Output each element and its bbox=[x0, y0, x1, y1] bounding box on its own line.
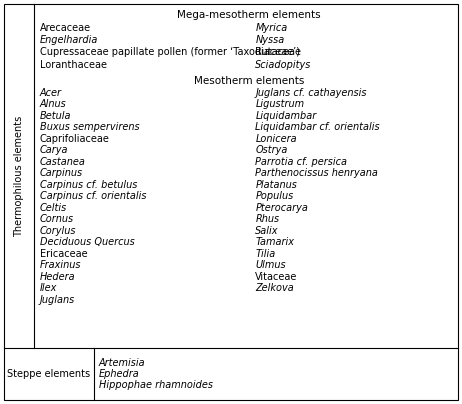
Text: Liquidambar: Liquidambar bbox=[255, 111, 316, 121]
Text: Ephedra: Ephedra bbox=[99, 369, 140, 379]
Text: Fraxinus: Fraxinus bbox=[40, 260, 81, 270]
Text: Carpinus: Carpinus bbox=[40, 168, 83, 178]
Text: Hedera: Hedera bbox=[40, 272, 76, 282]
Text: Carya: Carya bbox=[40, 145, 68, 155]
Text: Alnus: Alnus bbox=[40, 99, 67, 109]
Text: Parthenocissus henryana: Parthenocissus henryana bbox=[255, 168, 378, 178]
Text: Artemisia: Artemisia bbox=[99, 358, 146, 368]
Text: Buxus sempervirens: Buxus sempervirens bbox=[40, 122, 140, 132]
Text: Deciduous Quercus: Deciduous Quercus bbox=[40, 237, 135, 247]
Text: Loranthaceae: Loranthaceae bbox=[40, 60, 107, 69]
Text: Ligustrum: Ligustrum bbox=[255, 99, 304, 109]
Text: Corylus: Corylus bbox=[40, 226, 77, 236]
Text: Juglans cf. cathayensis: Juglans cf. cathayensis bbox=[255, 88, 367, 98]
Text: Cupressaceae papillate pollen (former ‘Taxodiaceae’): Cupressaceae papillate pollen (former ‘T… bbox=[40, 47, 300, 57]
Text: Parrotia cf. persica: Parrotia cf. persica bbox=[255, 157, 347, 167]
Text: Ilex: Ilex bbox=[40, 283, 57, 293]
Text: Rutaceae: Rutaceae bbox=[255, 47, 301, 57]
Text: Platanus: Platanus bbox=[255, 180, 297, 190]
Text: Carpinus cf. betulus: Carpinus cf. betulus bbox=[40, 180, 137, 190]
Text: Nyssa: Nyssa bbox=[255, 35, 285, 45]
Text: Zelkova: Zelkova bbox=[255, 283, 294, 293]
Text: Carpinus cf. orientalis: Carpinus cf. orientalis bbox=[40, 191, 146, 201]
Text: Tamarix: Tamarix bbox=[255, 237, 294, 247]
Text: Caprifoliaceae: Caprifoliaceae bbox=[40, 134, 110, 144]
Text: Populus: Populus bbox=[255, 191, 293, 201]
Text: Castanea: Castanea bbox=[40, 157, 86, 167]
Text: Vitaceae: Vitaceae bbox=[255, 272, 298, 282]
Text: Steppe elements: Steppe elements bbox=[7, 369, 91, 379]
Text: Mega-mesotherm elements: Mega-mesotherm elements bbox=[177, 10, 321, 20]
Text: Ulmus: Ulmus bbox=[255, 260, 286, 270]
Text: Sciadopitys: Sciadopitys bbox=[255, 60, 312, 69]
Text: Salix: Salix bbox=[255, 226, 279, 236]
Text: Juglans: Juglans bbox=[40, 295, 75, 305]
Text: Arecaceae: Arecaceae bbox=[40, 23, 91, 33]
Text: Ostrya: Ostrya bbox=[255, 145, 288, 155]
Text: Tilia: Tilia bbox=[255, 249, 275, 259]
Text: Lonicera: Lonicera bbox=[255, 134, 297, 144]
Text: Liquidambar cf. orientalis: Liquidambar cf. orientalis bbox=[255, 122, 380, 132]
Text: Celtis: Celtis bbox=[40, 203, 67, 213]
Text: Acer: Acer bbox=[40, 88, 62, 98]
Text: Engelhardia: Engelhardia bbox=[40, 35, 98, 45]
Text: Pterocarya: Pterocarya bbox=[255, 203, 308, 213]
Text: Rhus: Rhus bbox=[255, 214, 280, 224]
Text: Betula: Betula bbox=[40, 111, 72, 121]
Text: Cornus: Cornus bbox=[40, 214, 74, 224]
Text: Myrica: Myrica bbox=[255, 23, 287, 33]
Text: Mesotherm elements: Mesotherm elements bbox=[194, 76, 304, 86]
Text: Thermophilous elements: Thermophilous elements bbox=[14, 116, 24, 237]
Text: Hippophae rhamnoides: Hippophae rhamnoides bbox=[99, 381, 213, 391]
Text: Ericaceae: Ericaceae bbox=[40, 249, 88, 259]
